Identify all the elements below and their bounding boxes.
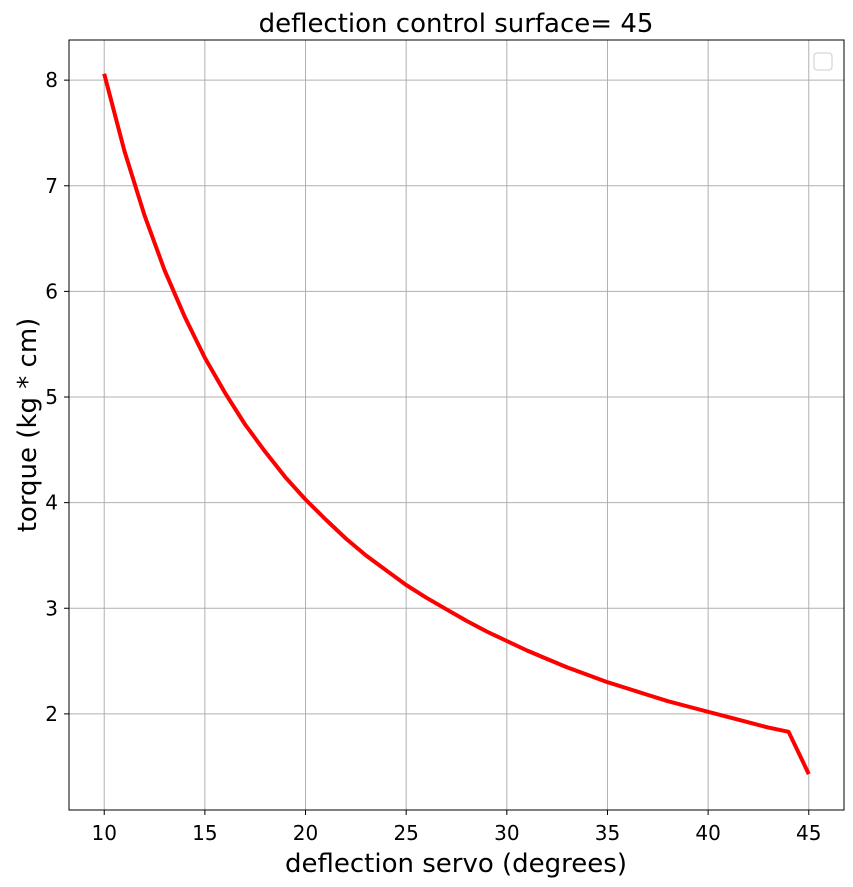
y-tick-label: 7 (45, 174, 58, 198)
x-axis-label: deflection servo (degrees) (285, 849, 627, 879)
y-tick-label: 3 (45, 596, 58, 620)
y-tick-label: 8 (45, 68, 58, 92)
plot-area-background (69, 40, 844, 810)
x-tick-label: 40 (695, 821, 720, 845)
y-tick-label: 4 (45, 491, 58, 515)
y-axis-ticks: 2 3 4 5 6 7 8 (45, 68, 69, 726)
plot-frame (68, 39, 845, 811)
legend-box (813, 52, 833, 71)
y-tick-label: 5 (45, 385, 58, 409)
y-tick-label: 6 (45, 279, 58, 303)
x-tick-label: 10 (92, 821, 117, 845)
y-tick-label: 2 (45, 702, 58, 726)
x-tick-label: 20 (293, 821, 318, 845)
grid-lines (69, 40, 844, 810)
x-tick-label: 35 (595, 821, 620, 845)
series-line (102, 73, 811, 775)
x-tick-label: 30 (494, 821, 519, 845)
x-tick-label: 45 (796, 821, 821, 845)
x-tick-label: 25 (393, 821, 418, 845)
series-layer (102, 73, 811, 775)
chart-title: deflection control surface= 45 (259, 9, 654, 39)
y-axis-label: torque (kg * cm) (13, 318, 43, 533)
x-tick-label: 15 (192, 821, 217, 845)
x-axis-ticks: 10 15 20 25 30 35 40 45 (92, 810, 821, 845)
